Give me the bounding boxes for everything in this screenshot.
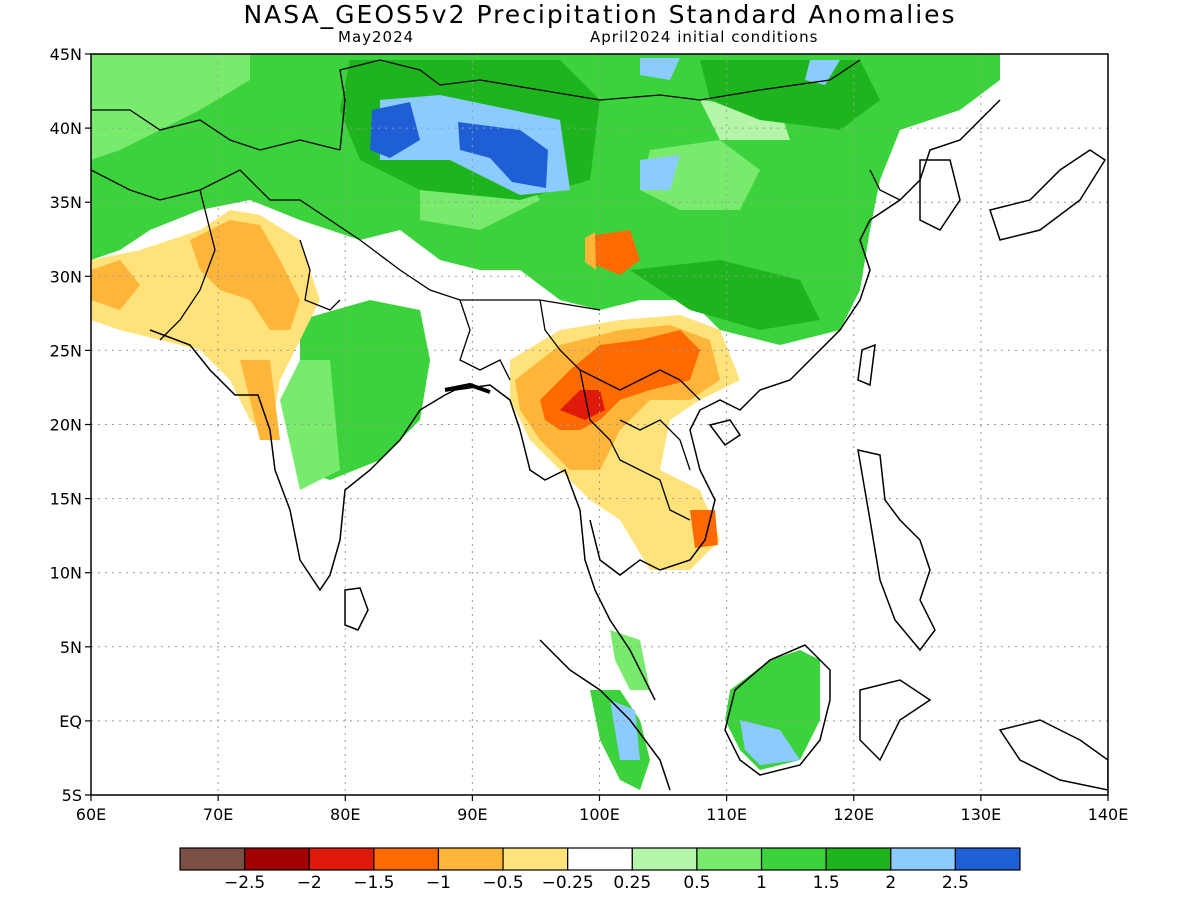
vietnam-dry-core	[690, 510, 718, 548]
wet-core-ne	[700, 60, 880, 130]
colorbar-swatch	[825, 847, 892, 871]
philippines	[857, 449, 936, 652]
lon-tick-label: 80E	[330, 805, 360, 824]
lon-tick-label: 100E	[579, 805, 620, 824]
colorbar-label: −2	[297, 873, 322, 893]
colorbar-swatch	[179, 847, 246, 871]
lat-tick-label: 45N	[50, 45, 82, 64]
tibet-dry	[595, 230, 640, 275]
colorbar: −2.5 −2 −1.5 −1 −0.5 −0.25 0.25 0.5 1 1.5 2 2.5	[179, 847, 1021, 893]
tibet-dry-ring	[585, 232, 596, 270]
wet-region-light-north	[91, 54, 250, 160]
coastlines	[149, 99, 1108, 791]
colorbar-swatch	[567, 847, 633, 871]
colorbar-swatch	[890, 847, 956, 871]
sri-lanka	[344, 587, 369, 631]
korea-japan	[919, 149, 1107, 241]
colorbar-label: 0.25	[613, 873, 651, 893]
wet-core-east	[630, 260, 820, 330]
malaya-wet	[610, 630, 650, 690]
hainan	[708, 419, 742, 447]
lon-tick-label: 90E	[457, 805, 487, 824]
colorbar-label: 1	[756, 873, 767, 893]
colorbar-swatch	[696, 847, 763, 871]
borneo-wet-blue	[740, 720, 800, 765]
colorbar-swatch	[437, 847, 504, 871]
lat-tick-label: 20N	[50, 416, 82, 435]
colorbar-swatch	[244, 847, 310, 871]
lon-tick-label: 70E	[203, 805, 233, 824]
sumatra-coast	[539, 639, 671, 791]
lon-tick-label: 130E	[961, 805, 1002, 824]
lat-tick-label: 40N	[50, 119, 82, 138]
gulf-of-thailand	[589, 99, 1001, 576]
lat-tick-label: EQ	[59, 712, 82, 731]
taiwan	[857, 343, 876, 387]
colorbar-label: 0.5	[683, 873, 710, 893]
axes: 60E 70E 80E 90E 100E 110E 120E 130E 140E 45N 40N 35…	[50, 45, 1129, 824]
lon-tick-label: 120E	[833, 805, 874, 824]
anomaly-fields	[91, 54, 1000, 790]
indochina-dry-core-2	[560, 390, 605, 420]
new-guinea	[998, 719, 1108, 791]
colorbar-label: −0.5	[482, 873, 523, 893]
colorbar-label: −2.5	[224, 873, 265, 893]
colorbar-label: 1.5	[813, 873, 840, 893]
lat-tick-label: 10N	[50, 564, 82, 583]
country-borders	[91, 59, 901, 521]
init-conditions-label: April2024 initial conditions	[590, 28, 819, 46]
lat-tick-label: 15N	[50, 490, 82, 509]
lat-tick-label: 5N	[60, 638, 82, 657]
colorbar-label: 2	[885, 873, 896, 893]
lat-tick-label: 35N	[50, 193, 82, 212]
sumatra-wet-blue	[610, 700, 640, 760]
se-asia-coast	[454, 384, 656, 701]
wet-light-blue-2	[640, 155, 680, 190]
colorbar-swatch	[308, 847, 375, 871]
lat-tick-label: 5S	[62, 786, 82, 805]
west-dry-core-2	[91, 260, 140, 310]
india-coast	[149, 329, 456, 592]
colorbar-label: −1	[426, 873, 451, 893]
colorbar-swatch	[631, 847, 698, 871]
colorbar-label: −1.5	[353, 873, 394, 893]
lat-tick-label: 25N	[50, 341, 82, 360]
borneo-coast	[724, 644, 831, 776]
sulawesi	[859, 679, 932, 762]
colorbar-swatch	[760, 847, 827, 871]
valid-month-label: May2024	[338, 28, 415, 46]
wet-dark-blue-1	[370, 102, 420, 158]
lon-tick-label: 140E	[1088, 805, 1129, 824]
lon-tick-label: 110E	[706, 805, 747, 824]
graticule	[91, 54, 1108, 795]
wet-dark-blue-2	[458, 122, 548, 188]
colorbar-swatch	[502, 847, 569, 871]
wet-light-blue-3	[805, 60, 840, 85]
colorbar-label: 2.5	[942, 873, 969, 893]
wet-light-blue-4	[640, 58, 680, 80]
colorbar-swatch	[373, 847, 440, 871]
bay-of-bengal-delta	[444, 382, 491, 394]
colorbar-label: −0.25	[542, 873, 594, 893]
lat-tick-label: 30N	[50, 267, 82, 286]
chart-title: NASA_GEOS5v2 Precipitation Standard Anom…	[243, 0, 957, 29]
lon-tick-label: 60E	[76, 805, 106, 824]
colorbar-swatch	[954, 847, 1021, 871]
west-dry-core	[190, 220, 300, 330]
